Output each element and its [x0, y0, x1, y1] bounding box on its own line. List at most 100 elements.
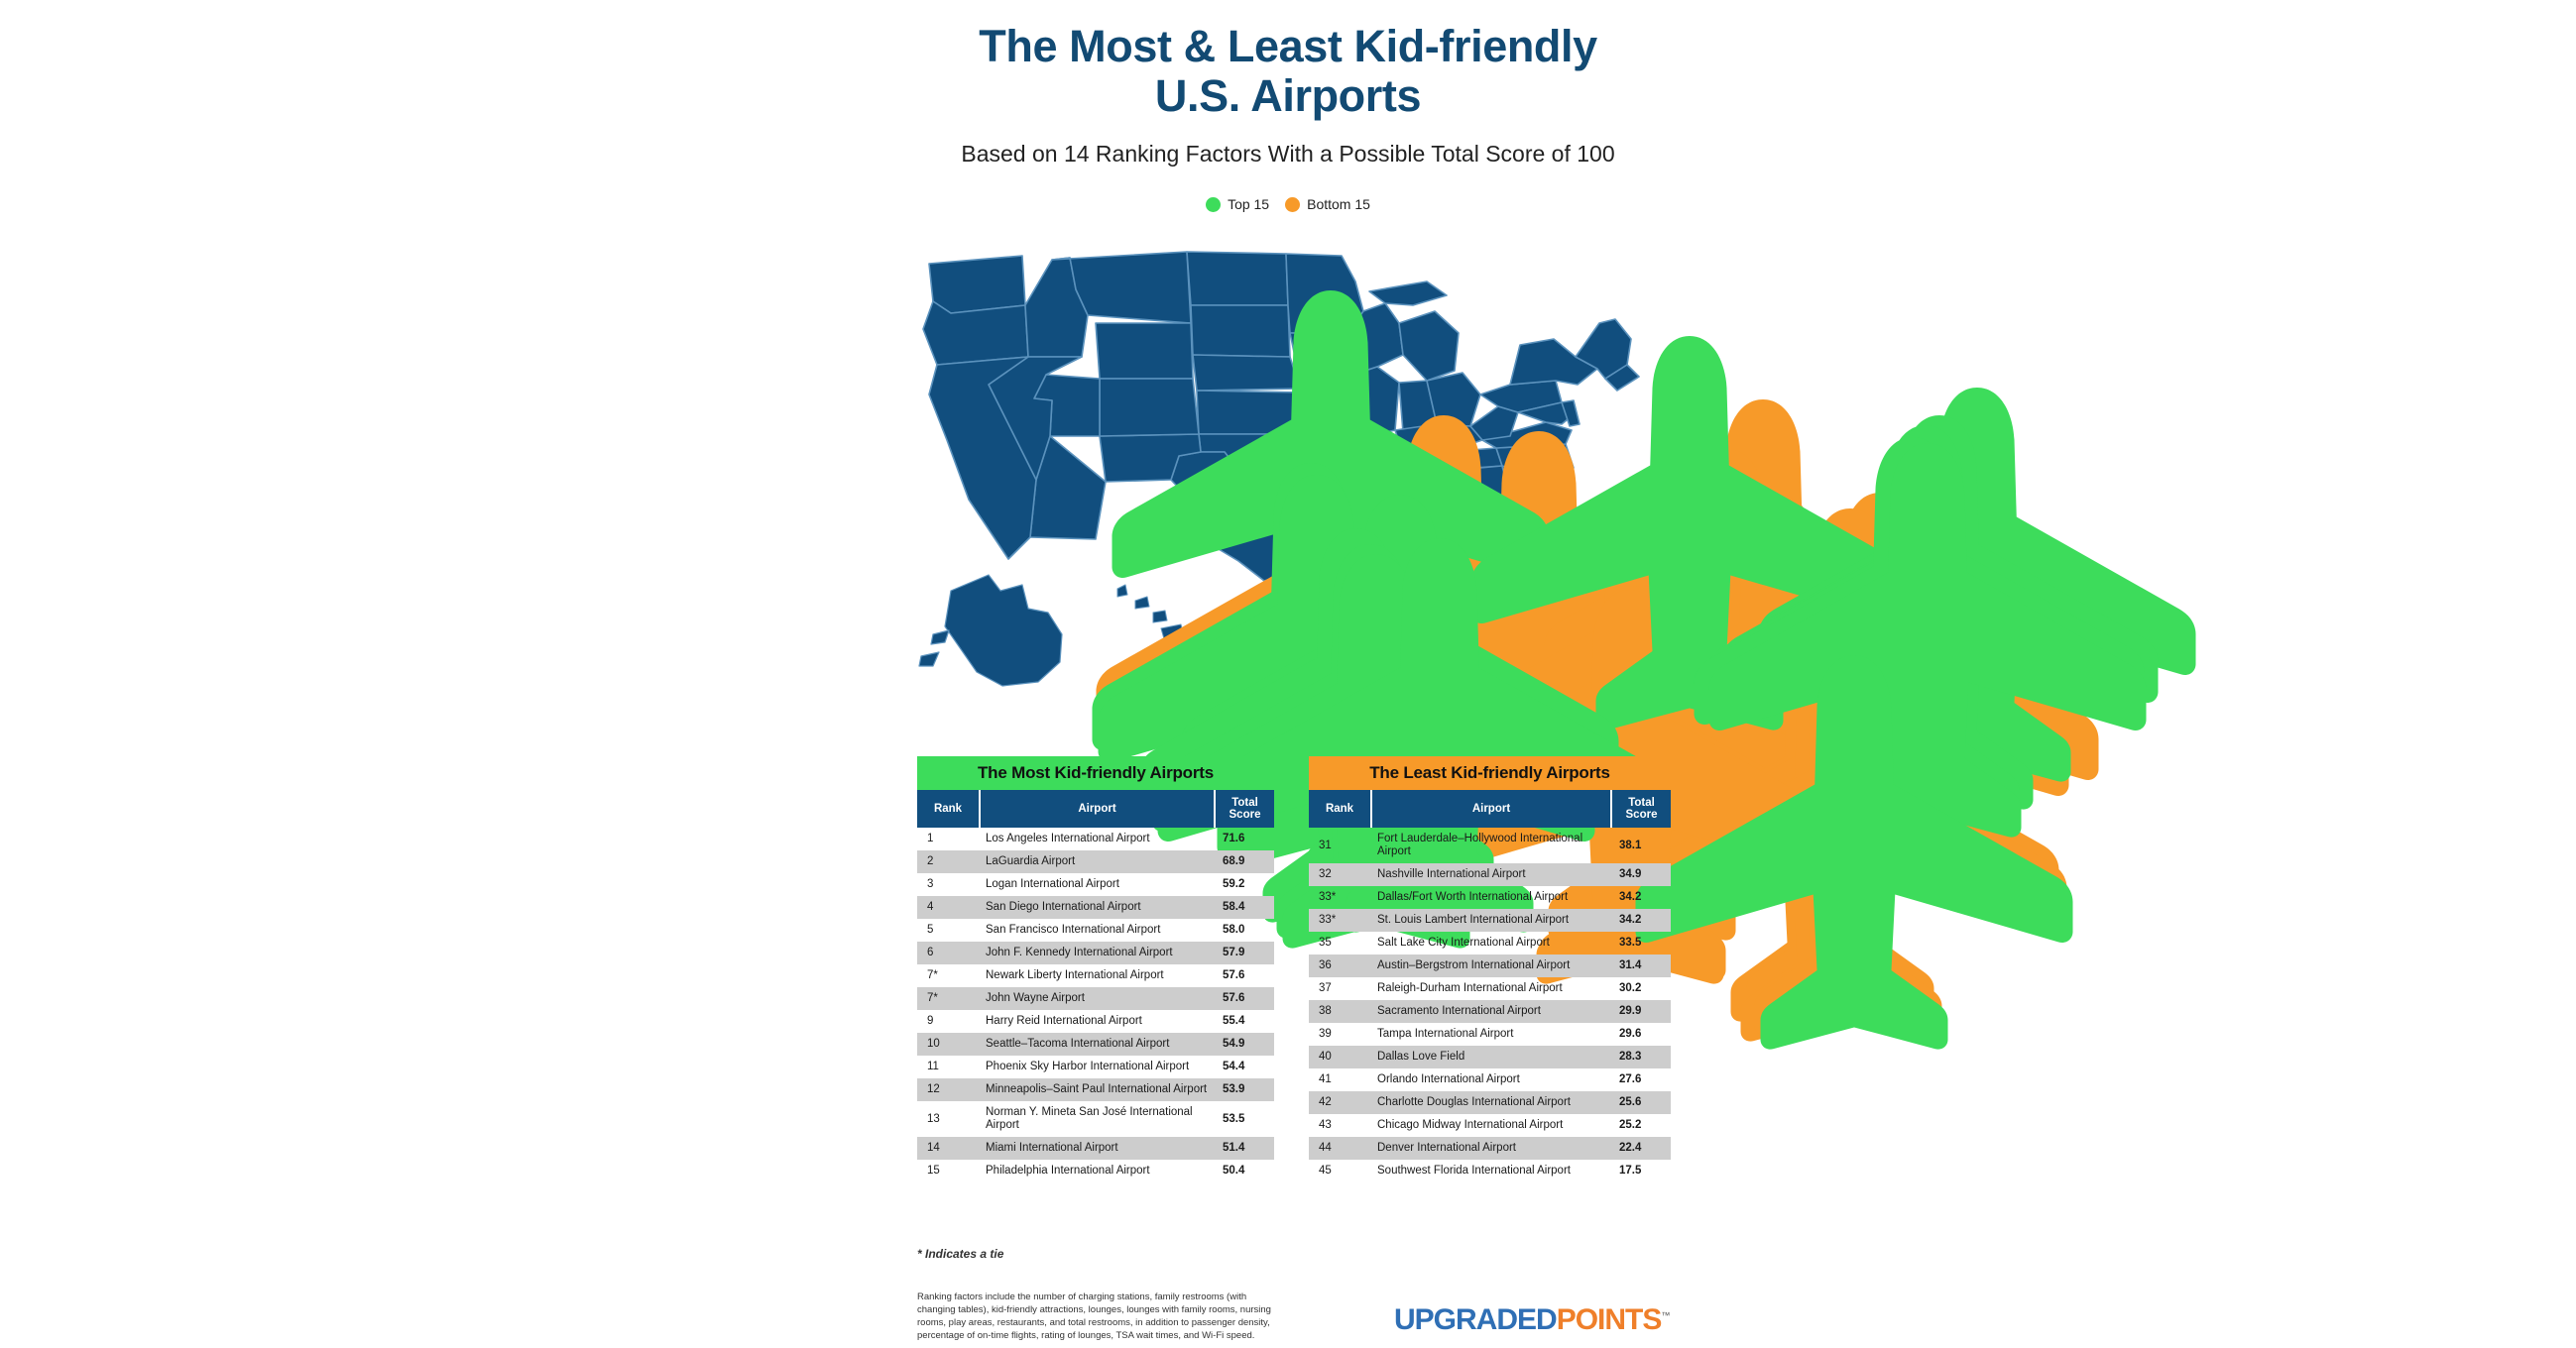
cell-airport: Tampa International Airport: [1377, 1028, 1514, 1040]
cell-airport: John Wayne Airport: [980, 987, 1215, 1010]
cell-airport: Los Angeles International Airport: [986, 833, 1150, 844]
cell-rank: 4: [917, 896, 980, 919]
cell-airport: Fort Lauderdale–Hollywood International …: [1377, 833, 1583, 857]
most-table-body: 1 Los Angeles International Airport 71.6 2 L…: [917, 828, 1274, 1182]
title-line-1: The Most & Least Kid-friendly: [979, 21, 1597, 71]
cell-rank: 15: [927, 1165, 940, 1177]
us-airport-map: [911, 246, 2196, 1050]
table-row: 40 Dallas Love Field 28.3: [1309, 1046, 1671, 1068]
logo-part-points: POINTS: [1556, 1303, 1663, 1336]
table-row: 45 Southwest Florida International Airpor…: [1309, 1160, 1671, 1182]
cell-airport: Miami International Airport: [980, 1137, 1215, 1160]
cell-rank: 3: [927, 878, 934, 890]
alaska: [918, 574, 1063, 687]
table-row: 6 John F. Kennedy International Airport 57…: [917, 942, 1274, 964]
airplane-icon: [1635, 655, 2073, 1050]
table-row: 37 Raleigh-Durham International Airport 30…: [1309, 977, 1671, 1000]
table-row: 41 Orlando International Airport 27.6: [1309, 1068, 1671, 1091]
cell-total-score: 28.3: [1611, 1046, 1671, 1068]
cell-total-score: 57.6: [1223, 969, 1245, 981]
cell-rank: 41: [1319, 1073, 1332, 1085]
cell-airport: Dallas Love Field: [1371, 1046, 1611, 1068]
table-row: 39 Tampa International Airport 29.6: [1309, 1023, 1671, 1046]
cell-total-score: 53.9: [1215, 1078, 1274, 1101]
airplane-icon: [1470, 336, 1909, 730]
cell-rank: 9: [927, 1015, 934, 1027]
cell-total-score: 53.5: [1223, 1112, 1245, 1125]
cell-rank: 14: [917, 1137, 980, 1160]
cell-rank: 40: [1309, 1046, 1371, 1068]
table-row: 1 Los Angeles International Airport 71.6: [917, 828, 1274, 850]
ranking-factors-note: Ranking factors include the number of ch…: [917, 1292, 1271, 1341]
trademark-icon: ™: [1661, 1310, 1670, 1320]
cell-total-score: 50.4: [1223, 1165, 1245, 1177]
column-header-airport: Airport: [1370, 790, 1612, 828]
cell-airport: Newark Liberty International Airport: [986, 969, 1164, 981]
table-row: 7* Newark Liberty International Airport 57…: [917, 964, 1274, 987]
column-header-total-score: Total Score: [1214, 790, 1274, 828]
cell-total-score: 29.9: [1611, 1000, 1671, 1023]
table-row: 9 Harry Reid International Airport 55.4: [917, 1010, 1274, 1033]
cell-total-score: 38.1: [1619, 839, 1642, 851]
table-row: 13 Norman Y. Mineta San José Internationa…: [917, 1101, 1274, 1137]
cell-airport: San Francisco International Airport: [986, 924, 1161, 936]
cell-total-score: 17.5: [1619, 1165, 1642, 1177]
cell-airport: Nashville International Airport: [1371, 863, 1611, 886]
cell-airport: Seattle–Tacoma International Airport: [980, 1033, 1215, 1056]
cell-rank: 37: [1319, 982, 1332, 994]
cell-total-score: 33.5: [1619, 937, 1642, 949]
table-row: 44 Denver International Airport 22.4: [1309, 1137, 1671, 1160]
cell-airport: John F. Kennedy International Airport: [980, 942, 1215, 964]
airplane-icon: [1320, 431, 1758, 826]
column-header-rank: Rank: [1309, 790, 1372, 828]
least-table-caption: The Least Kid-friendly Airports: [1309, 756, 1671, 790]
cell-rank: 1: [927, 833, 934, 844]
cell-airport: Sacramento International Airport: [1371, 1000, 1611, 1023]
cell-total-score: 30.2: [1619, 982, 1642, 994]
cell-airport: Charlotte Douglas International Airport: [1371, 1091, 1611, 1114]
table-row: 5 San Francisco International Airport 58.0: [917, 919, 1274, 942]
table-header-row: Rank Airport Total Score: [917, 790, 1274, 828]
table-row: 33* Dallas/Fort Worth International Airpo…: [1309, 886, 1671, 909]
cell-airport: Harry Reid International Airport: [986, 1015, 1142, 1027]
cell-airport: Southwest Florida International Airport: [1377, 1165, 1571, 1177]
tie-footnote: * Indicates a tie: [917, 1247, 1004, 1261]
cell-total-score: 59.2: [1223, 878, 1245, 890]
most-table-head: Rank Airport Total Score: [917, 790, 1274, 828]
legend: Top 15 Bottom 15: [0, 196, 2576, 212]
orange-circle-icon: [1285, 196, 1301, 212]
cell-airport: Chicago Midway International Airport: [1377, 1119, 1564, 1131]
cell-rank: 31: [1319, 839, 1332, 851]
airplane-icon: [1221, 538, 1659, 933]
cell-rank: 44: [1309, 1137, 1371, 1160]
cell-rank: 5: [927, 924, 934, 936]
cell-total-score: 34.2: [1619, 891, 1642, 903]
cell-airport: Denver International Airport: [1371, 1137, 1611, 1160]
legend-item-top: Top 15: [1206, 196, 1269, 212]
most-table: Rank Airport Total Score 1 Los Angeles In…: [917, 790, 1274, 1182]
table-row: 11 Phoenix Sky Harbor International Airpo…: [917, 1056, 1274, 1078]
cell-airport: Minneapolis–Saint Paul International Air…: [980, 1078, 1215, 1101]
cell-airport: Dallas/Fort Worth International Airport: [1377, 891, 1569, 903]
cell-rank: 45: [1319, 1165, 1332, 1177]
table-row: 31 Fort Lauderdale–Hollywood Internationa…: [1309, 828, 1671, 863]
column-header-rank: Rank: [917, 790, 981, 828]
cell-rank: 43: [1319, 1119, 1332, 1131]
cell-airport: San Diego International Airport: [980, 896, 1215, 919]
cell-airport: Raleigh-Durham International Airport: [1377, 982, 1563, 994]
table-row: 4 San Diego International Airport 58.4: [917, 896, 1274, 919]
cell-total-score: 58.0: [1223, 924, 1245, 936]
cell-total-score: 25.6: [1611, 1091, 1671, 1114]
upgraded-points-logo[interactable]: UPGRADEDPOINTS™: [1394, 1303, 1670, 1337]
cell-total-score: 27.6: [1619, 1073, 1642, 1085]
table-row: 2 LaGuardia Airport 68.9: [917, 850, 1274, 873]
page-subtitle: Based on 14 Ranking Factors With a Possi…: [961, 141, 1615, 167]
cell-airport: Philadelphia International Airport: [986, 1165, 1150, 1177]
legend-item-bottom: Bottom 15: [1285, 196, 1370, 212]
least-table-body: 31 Fort Lauderdale–Hollywood Internationa…: [1309, 828, 1671, 1182]
table-row: 42 Charlotte Douglas International Airpor…: [1309, 1091, 1671, 1114]
cell-airport: LaGuardia Airport: [980, 850, 1215, 873]
cell-total-score: 55.4: [1223, 1015, 1245, 1027]
most-table-caption: The Most Kid-friendly Airports: [917, 756, 1274, 790]
